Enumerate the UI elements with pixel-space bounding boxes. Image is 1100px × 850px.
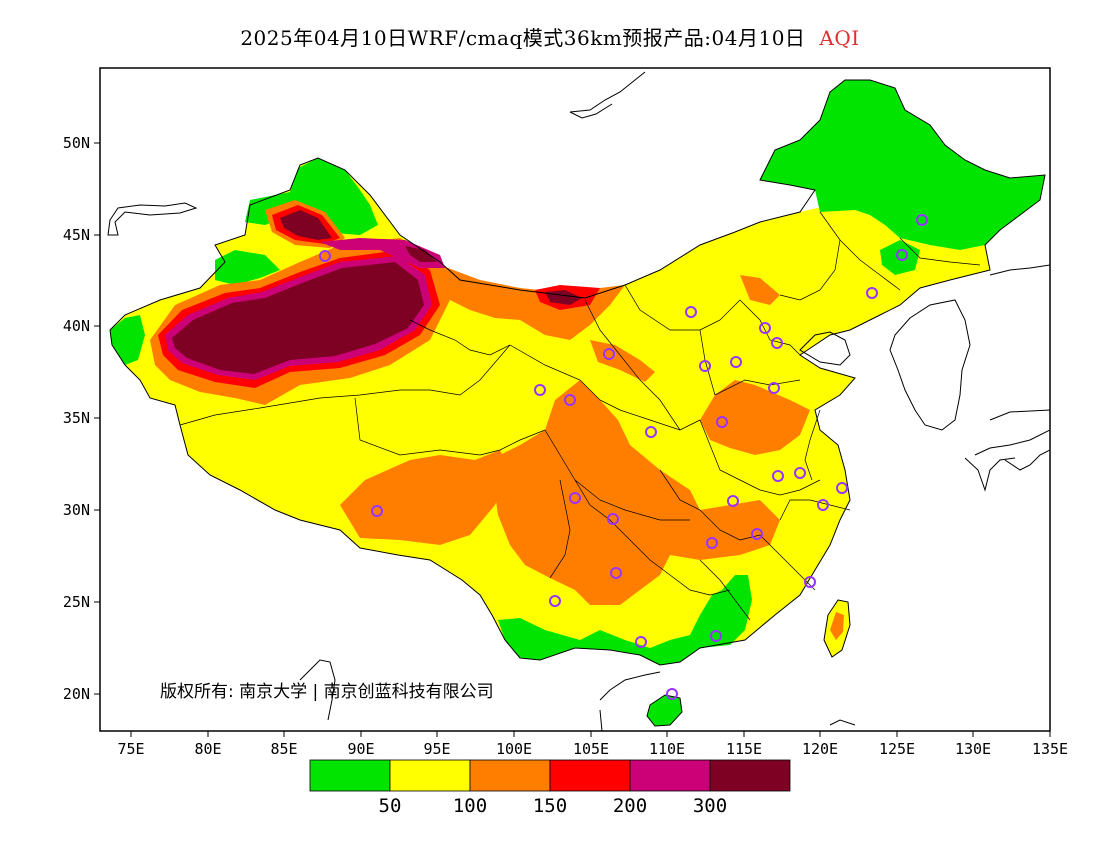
legend-swatch	[629, 759, 711, 792]
lon-tick-label: 110E	[649, 740, 685, 758]
lon-tick-label: 125E	[879, 740, 915, 758]
station-marker	[751, 528, 763, 540]
map-content: 版权所有: 南京大学 | 南京创蓝科技有限公司	[107, 71, 1050, 731]
legend-swatch	[389, 759, 471, 792]
legend-labels: 50 100 150 200 300	[379, 795, 728, 817]
inner-mongolia-orange-band	[440, 265, 625, 340]
station-marker	[569, 492, 581, 504]
station-marker	[319, 250, 331, 262]
station-marker	[603, 348, 615, 360]
legend-label: 150	[533, 795, 567, 817]
station-marker	[836, 482, 848, 494]
station-marker	[710, 630, 722, 642]
legend-label: 200	[613, 795, 647, 817]
lon-tick-label: 135E	[1032, 740, 1068, 758]
lon-tick-label: 130E	[955, 740, 991, 758]
station-marker	[699, 360, 711, 372]
sichuan-orange-region	[490, 380, 780, 605]
lon-tick-label: 115E	[726, 740, 762, 758]
east-coast-orange-patch	[740, 275, 780, 305]
lon-tick-label: 85E	[270, 740, 297, 758]
lon-tick-label: 90E	[347, 740, 374, 758]
northeast-green-region	[760, 80, 1045, 250]
station-marker	[549, 595, 561, 607]
station-marker	[706, 537, 718, 549]
legend-label: 300	[693, 795, 727, 817]
station-marker	[564, 394, 576, 406]
west-xinjiang-green-region	[110, 315, 145, 365]
station-marker	[371, 505, 383, 517]
lon-tick-label: 75E	[117, 740, 144, 758]
title-main: 2025年04月10日WRF/cmaq模式36km预报产品:04月10日	[240, 26, 806, 50]
tarim-maroon-core	[172, 262, 424, 374]
station-markers	[319, 214, 928, 700]
station-marker	[804, 576, 816, 588]
lat-tick-label: 25N	[63, 593, 90, 611]
copyright-text: 版权所有: 南京大学 | 南京创蓝科技有限公司	[160, 682, 494, 702]
lon-tick-label: 120E	[802, 740, 838, 758]
station-marker	[685, 306, 697, 318]
station-marker	[666, 688, 678, 700]
china-border	[109, 79, 1046, 666]
south-china-green-region	[498, 575, 752, 665]
station-marker	[727, 495, 739, 507]
map-title: 2025年04月10日WRF/cmaq模式36km预报产品:04月10日 AQI	[0, 22, 1100, 51]
station-marker	[645, 426, 657, 438]
axis-ticks	[94, 142, 1051, 737]
taiwan-orange-core	[830, 612, 844, 640]
legend-label: 100	[453, 795, 487, 817]
lat-tick-label: 20N	[63, 685, 90, 703]
station-marker	[866, 287, 878, 299]
lat-tick-label: 40N	[63, 317, 90, 335]
station-marker	[635, 636, 647, 648]
lon-tick-label: 105E	[573, 740, 609, 758]
station-marker	[772, 470, 784, 482]
province-boundaries	[179, 211, 981, 621]
border-maroon-core	[405, 246, 437, 262]
lat-tick-label: 30N	[63, 501, 90, 519]
legend-label: 50	[379, 795, 402, 817]
xinjiang-green-patch	[215, 250, 280, 285]
station-marker	[916, 214, 928, 226]
station-marker	[771, 337, 783, 349]
station-marker	[817, 499, 829, 511]
lon-tick-label: 80E	[194, 740, 221, 758]
latitude-labels: 20N 25N 30N 35N 40N 45N 50N	[63, 134, 90, 703]
lat-tick-label: 45N	[63, 226, 90, 244]
neighbor-coastlines	[107, 71, 1050, 731]
station-marker	[768, 382, 780, 394]
lat-tick-label: 50N	[63, 134, 90, 152]
legend-swatch	[549, 759, 631, 792]
station-marker	[716, 416, 728, 428]
lon-tick-label: 95E	[423, 740, 450, 758]
station-marker	[534, 384, 546, 396]
legend-swatch	[709, 759, 791, 792]
station-marker	[610, 567, 622, 579]
border-magenta-strip	[320, 238, 445, 268]
northeast-green-pocket	[880, 240, 920, 275]
junggar-maroon-core	[280, 210, 332, 240]
legend-colorbar	[309, 759, 791, 792]
tibet-orange-region	[340, 450, 510, 545]
lat-tick-label: 35N	[63, 409, 90, 427]
north-china-orange-region	[700, 380, 810, 455]
station-marker	[794, 467, 806, 479]
station-marker	[730, 356, 742, 368]
station-marker	[759, 322, 771, 334]
title-variable: AQI	[819, 26, 860, 50]
longitude-labels: 75E 80E 85E 90E 95E 100E 105E 110E 115E …	[117, 740, 1068, 758]
lon-tick-label: 100E	[496, 740, 532, 758]
legend-swatch	[469, 759, 551, 792]
station-marker	[607, 513, 619, 525]
legend-swatch	[309, 759, 391, 792]
station-marker	[896, 249, 908, 261]
